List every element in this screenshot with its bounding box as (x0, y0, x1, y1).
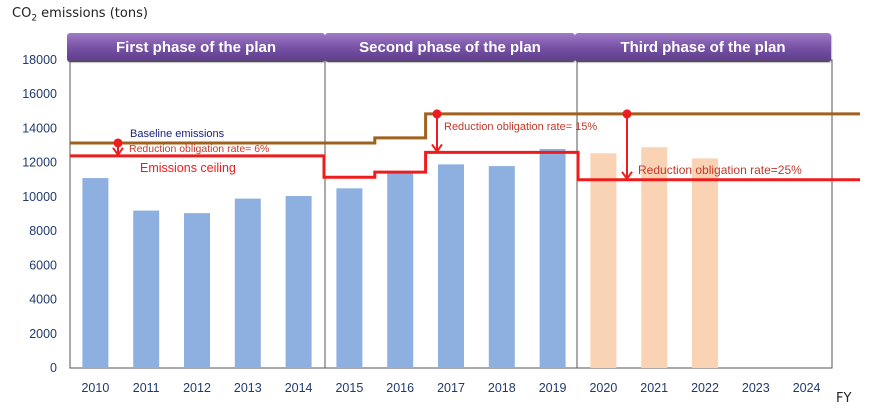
x-tick-label: 2024 (793, 381, 821, 395)
reduction-rate-label-3: Reduction obligation rate=25% (638, 163, 802, 177)
y-tick-label: 18000 (22, 53, 57, 67)
phase-banner-1: First phase of the plan (67, 33, 325, 62)
bar-2021 (641, 147, 668, 368)
x-tick-label: 2011 (133, 381, 160, 395)
bar-2022 (692, 158, 718, 368)
bar-2013 (234, 198, 261, 368)
bar-2015 (336, 188, 363, 368)
bar-2016 (387, 171, 414, 368)
y-tick-label: 0 (50, 361, 57, 375)
y-tick-label: 2000 (29, 327, 57, 341)
emissions-ceiling-line (70, 150, 860, 182)
y-tick-label: 12000 (22, 156, 57, 170)
bar-2011 (133, 210, 160, 368)
x-axis-label: FY (836, 391, 852, 406)
reduction-rate-label-1: Reduction obligation rate= 6% (129, 143, 269, 155)
bar-2017 (438, 164, 464, 368)
x-tick-label: 2016 (386, 381, 414, 395)
x-tick-label: 2018 (488, 381, 516, 395)
phase-banner-2: Second phase of the plan (325, 33, 575, 62)
y-tick-label: 4000 (29, 293, 57, 307)
bar-2010 (82, 178, 109, 368)
phase-banner-3: Third phase of the plan (575, 33, 831, 62)
x-tick-label: 2021 (640, 381, 668, 395)
y-tick-label: 8000 (29, 224, 57, 238)
y-tick-label: 10000 (22, 190, 57, 204)
y-axis-label: CO2 emissions (tons) (12, 6, 148, 24)
x-tick-label: 2023 (742, 381, 770, 395)
x-tick-label: 2012 (183, 381, 211, 395)
reduction-rate-label-2: Reduction obligation rate= 15% (444, 121, 597, 133)
x-tick-label: 2014 (285, 381, 313, 395)
baseline-emissions-label: Baseline emissions (130, 128, 225, 140)
y-tick-label: 16000 (22, 87, 57, 101)
x-tick-label: 2010 (81, 381, 109, 395)
x-tick-label: 2020 (589, 381, 617, 395)
x-tick-label: 2019 (539, 381, 567, 395)
reduction-arrowhead-3 (621, 171, 633, 181)
x-tick-label: 2013 (234, 381, 262, 395)
x-tick-label: 2022 (691, 381, 719, 395)
x-tick-label: 2015 (335, 381, 363, 395)
bar-2014 (285, 196, 312, 368)
baseline-emissions-line (70, 112, 860, 145)
bar-2018 (488, 166, 515, 368)
bar-2020 (590, 153, 617, 368)
emissions-ceiling-label: Emissions ceiling (140, 161, 236, 175)
reduction-arrowhead-2 (431, 143, 443, 154)
bar-2019 (539, 148, 566, 368)
x-tick-label: 2017 (437, 381, 465, 395)
reduction-arrowhead-1 (112, 147, 124, 157)
y-tick-label: 6000 (29, 258, 57, 272)
y-tick-label: 14000 (22, 121, 57, 135)
bar-2012 (184, 213, 210, 368)
